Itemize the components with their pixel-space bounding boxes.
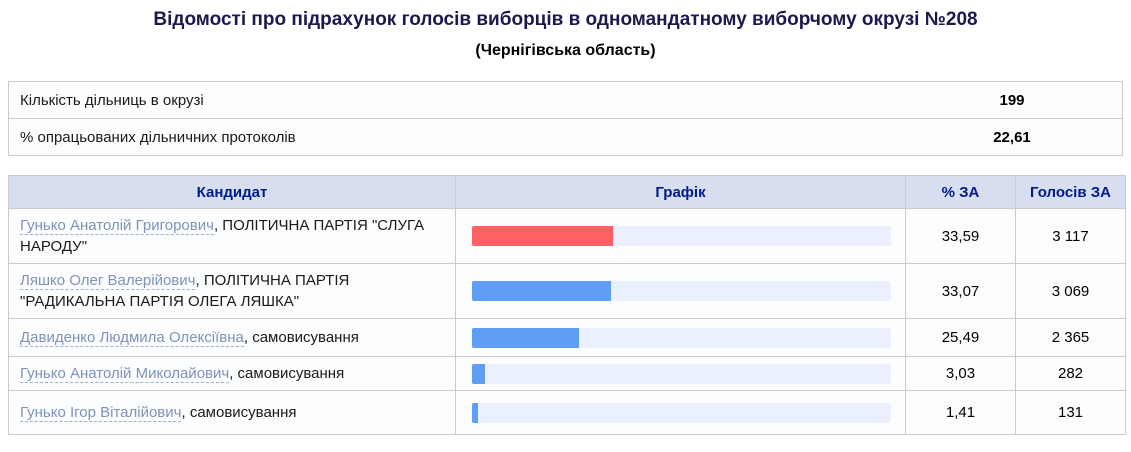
percent-cell: 33,07 (905, 263, 1016, 319)
candidate-link[interactable]: Гунько Ігор Віталійович (20, 404, 182, 422)
chart-cell (455, 356, 906, 391)
votes-cell: 2 365 (1015, 318, 1126, 357)
header-percent: % ЗА (905, 175, 1016, 209)
summary-value: 199 (999, 91, 1025, 109)
candidate-cell: Гунько Анатолій Григорович, ПОЛІТИЧНА ПА… (8, 208, 456, 264)
chart-cell (455, 390, 906, 435)
results-header-row: Кандидат Графік % ЗА Голосів ЗА (8, 175, 1126, 209)
results-table: Кандидат Графік % ЗА Голосів ЗА Гунько А… (8, 175, 1126, 435)
chart-cell (455, 318, 906, 357)
chart-cell (455, 263, 906, 319)
result-bar (472, 327, 579, 348)
candidate-link[interactable]: Гунько Анатолій Григорович (20, 217, 214, 235)
summary-label: Кількість дільниць в окрузі (20, 91, 204, 109)
candidate-cell: Ляшко Олег Валерійович, ПОЛІТИЧНА ПАРТІЯ… (8, 263, 456, 319)
result-bar (472, 226, 613, 246)
header-chart: Графік (455, 175, 906, 209)
candidate-row: Гунько Анатолій Миколайович, самовисуван… (8, 356, 1126, 391)
candidate-row: Ляшко Олег Валерійович, ПОЛІТИЧНА ПАРТІЯ… (8, 263, 1126, 319)
header-candidate: Кандидат (8, 175, 456, 209)
candidate-cell: Гунько Анатолій Миколайович, самовисуван… (8, 356, 456, 391)
chart-cell (455, 208, 906, 264)
page-title: Відомості про підрахунок голосів виборці… (153, 9, 978, 30)
header-votes: Голосів ЗА (1015, 175, 1126, 209)
result-bar (472, 402, 478, 423)
candidate-cell: Давиденко Людмила Олексіївна, самовисува… (8, 318, 456, 357)
votes-cell: 3 117 (1015, 208, 1126, 264)
bar-track (472, 363, 891, 384)
summary-label: % опрацьованих дільничних протоколів (20, 128, 296, 146)
percent-cell: 25,49 (905, 318, 1016, 357)
result-bar (472, 363, 485, 384)
bar-track (472, 281, 891, 301)
bar-track (472, 226, 891, 246)
votes-cell: 282 (1015, 356, 1126, 391)
votes-cell: 3 069 (1015, 263, 1126, 319)
percent-cell: 3,03 (905, 356, 1016, 391)
summary-table: Кількість дільниць в окрузі 199 % опраць… (8, 81, 1123, 156)
candidate-row: Гунько Анатолій Григорович, ПОЛІТИЧНА ПА… (8, 208, 1126, 264)
candidate-link[interactable]: Ляшко Олег Валерійович (20, 272, 196, 290)
percent-cell: 33,59 (905, 208, 1016, 264)
summary-value: 22,61 (993, 128, 1031, 146)
summary-row-protocols: % опрацьованих дільничних протоколів 22,… (9, 119, 1122, 156)
bar-track (472, 402, 891, 423)
candidate-link[interactable]: Давиденко Людмила Олексіївна (20, 329, 244, 347)
candidate-row: Давиденко Людмила Олексіївна, самовисува… (8, 318, 1126, 357)
candidate-cell: Гунько Ігор Віталійович, самовисування (8, 390, 456, 435)
candidate-affiliation: , самовисування (181, 404, 297, 421)
candidate-affiliation: , самовисування (229, 365, 345, 382)
votes-cell: 131 (1015, 390, 1126, 435)
bar-track (472, 327, 891, 348)
candidate-link[interactable]: Гунько Анатолій Миколайович (20, 365, 230, 383)
candidate-affiliation: , ПОЛІТИЧНА ПАРТІЯ "РАДИКАЛЬНА ПАРТІЯ ОЛ… (20, 272, 350, 310)
candidate-affiliation: , самовисування (243, 329, 359, 346)
summary-row-districts: Кількість дільниць в окрузі 199 (9, 82, 1122, 119)
percent-cell: 1,41 (905, 390, 1016, 435)
title-block: Відомості про підрахунок голосів виборці… (0, 0, 1131, 60)
candidate-affiliation: , ПОЛІТИЧНА ПАРТІЯ "СЛУГА НАРОДУ" (20, 217, 425, 255)
results-body: Гунько Анатолій Григорович, ПОЛІТИЧНА ПА… (8, 208, 1126, 435)
result-bar (472, 281, 611, 301)
page-subtitle: (Чернігівська область) (475, 42, 656, 59)
candidate-row: Гунько Ігор Віталійович, самовисування 1,… (8, 390, 1126, 435)
